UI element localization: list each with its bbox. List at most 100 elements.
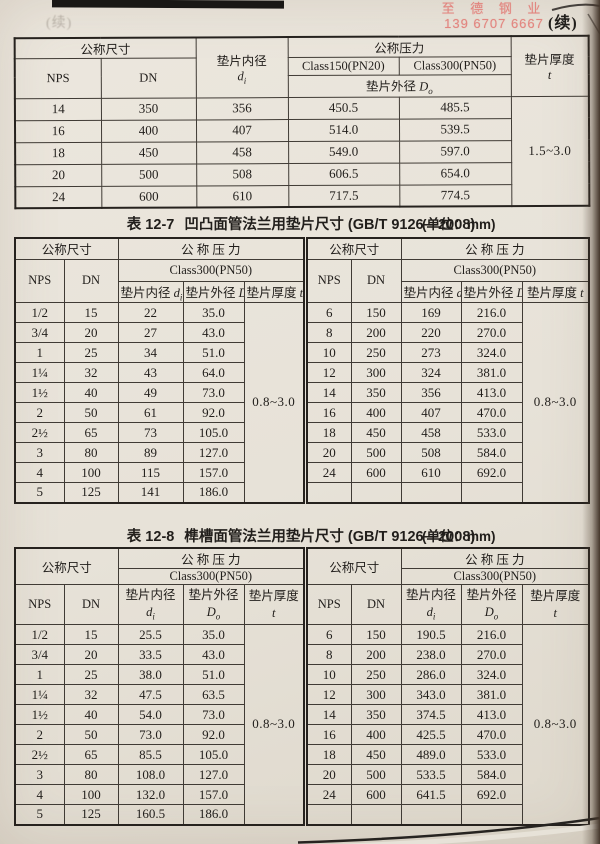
table-cell: 105.0 bbox=[182, 744, 245, 765]
page-edge-shadow bbox=[582, 0, 600, 844]
table-cell: 1 bbox=[14, 342, 65, 363]
table-cell: 157.0 bbox=[182, 462, 245, 483]
col-header-nominal-size: 公称尺寸 bbox=[14, 37, 196, 59]
table-cell: 16 bbox=[306, 724, 352, 745]
col-header-class300: Class300(PN50) bbox=[117, 258, 305, 282]
watermark-company: 至 德 钢 业 bbox=[441, 1, 547, 16]
table-cell: 533.5 bbox=[400, 764, 462, 785]
table-cell: 4 bbox=[14, 784, 65, 805]
table-row: 2 50 73.0 92.0 bbox=[14, 724, 304, 745]
col-header-class300: Class300(PN50) bbox=[400, 258, 590, 282]
table-cell: 157.0 bbox=[182, 784, 245, 805]
table-cell: 85.5 bbox=[117, 744, 184, 765]
table-cell bbox=[460, 482, 523, 503]
col-header-nps: NPS bbox=[14, 584, 65, 625]
table-body: 6 150 169 216.0 0.8~3.0 8 200 220 270.0 10 250 273 3… bbox=[306, 302, 590, 503]
table-cell: 24 bbox=[306, 462, 352, 483]
header-row: NPS DN Class300(PN50) bbox=[306, 258, 590, 303]
table-cell: 10 bbox=[306, 664, 352, 685]
table-cell: 43.0 bbox=[182, 322, 245, 343]
table-cell: 92.0 bbox=[182, 402, 245, 423]
table-row: 10 250 273 324.0 bbox=[306, 342, 589, 363]
table-cell: 286.0 bbox=[400, 664, 462, 685]
table-row: 14 350 356 450.5 485.5 1.5~3.0 bbox=[14, 95, 590, 207]
table-cell: 273 bbox=[400, 342, 462, 363]
table-cell bbox=[460, 804, 523, 825]
col-header-nps: NPS bbox=[14, 58, 101, 99]
thickness-label: 垫片厚度 bbox=[524, 53, 575, 68]
table-cell: 6 bbox=[306, 302, 352, 323]
table-cell: 27 bbox=[117, 322, 184, 343]
col-header-gasket-inner: 垫片内径 di bbox=[195, 37, 288, 98]
table-cell: 350 bbox=[350, 704, 402, 725]
table-cell: 190.5 bbox=[400, 624, 462, 645]
table-row: 16 400 407 470.0 bbox=[306, 402, 589, 423]
col-header-thickness: 垫片厚度 t bbox=[243, 584, 305, 625]
table-row: 6 150 190.5 216.0 0.8~3.0 bbox=[306, 624, 590, 825]
table-cell bbox=[306, 482, 352, 503]
table-cell: 80 bbox=[63, 442, 119, 463]
gasket-thickness-value: 0.8~3.0 bbox=[521, 302, 590, 503]
table-cell: 500 bbox=[350, 442, 402, 463]
table-cell: 186.0 bbox=[182, 482, 245, 503]
table-cell: 127.0 bbox=[182, 764, 245, 785]
table-cell: 1/2 bbox=[14, 302, 65, 323]
table-row: 16 400 407 514.0 539.5 bbox=[14, 118, 589, 143]
table-body: 6 150 190.5 216.0 0.8~3.0 8 200 238.0 270.0 10 250… bbox=[306, 624, 590, 825]
table-cell: 50 bbox=[63, 402, 119, 423]
table-cell: 32 bbox=[63, 362, 119, 383]
col-header-dn: DN bbox=[63, 584, 119, 625]
table-cell: 300 bbox=[350, 362, 402, 383]
table-row: 10 250 286.0 324.0 bbox=[306, 664, 589, 685]
table-cell: 514.0 bbox=[288, 118, 400, 142]
table-cell: 160.5 bbox=[117, 804, 184, 825]
table-cell: 407 bbox=[196, 119, 289, 142]
table-cell: 407 bbox=[400, 402, 462, 423]
table-cell: 40 bbox=[63, 704, 119, 725]
table-cell: 20 bbox=[63, 644, 119, 665]
table-cell: 63.5 bbox=[182, 684, 245, 705]
table-cell: 356 bbox=[195, 97, 289, 120]
col-header-gasket-outer: 垫片外径 Do bbox=[182, 584, 245, 625]
ghost-continued-label: (续) bbox=[46, 16, 73, 31]
table-body: 1/2 15 22 35.0 0.8~3.0 3/4 20 27 43.0 1 25 34 51.0 1¼… bbox=[14, 302, 305, 503]
table-cell: 2½ bbox=[14, 422, 65, 443]
table-cell: 610 bbox=[400, 462, 462, 483]
col-header-dn: DN bbox=[350, 584, 402, 625]
table-cell: 413.0 bbox=[460, 382, 523, 403]
table-cell: 3/4 bbox=[14, 322, 65, 343]
table-cell: 600 bbox=[350, 462, 402, 483]
header-row: 垫片内径 di 垫片外径 Do 垫片厚度 t bbox=[15, 280, 305, 303]
table-cell: 425.5 bbox=[400, 724, 462, 745]
gasket-inner-label: 垫片内径 bbox=[216, 53, 267, 68]
table-cell: 51.0 bbox=[182, 342, 245, 363]
table-cell: 458 bbox=[400, 422, 462, 443]
table-row: 1¼ 32 43 64.0 bbox=[14, 362, 304, 383]
table-cell: 450.5 bbox=[287, 96, 400, 120]
caption-unit: (单位：mm) bbox=[422, 217, 496, 232]
table-cell: 533.0 bbox=[460, 422, 523, 443]
table-cell: 400 bbox=[350, 402, 402, 423]
table-cell: 35.0 bbox=[182, 302, 245, 323]
table-cell: 774.5 bbox=[399, 184, 512, 207]
table-cell: 1¼ bbox=[14, 362, 65, 383]
table-12-8-caption: 表 12-8 榫槽面管法兰用垫片尺寸 (GB/T 9126—2008) (单位：… bbox=[14, 525, 588, 546]
table-cell: 270.0 bbox=[460, 322, 523, 343]
table-cell: 14 bbox=[306, 704, 352, 725]
table-row: 18 450 458 549.0 597.0 bbox=[15, 140, 589, 165]
table-cell: 450 bbox=[350, 744, 402, 765]
table-row: 4 100 132.0 157.0 bbox=[14, 784, 304, 805]
col-header-nps: NPS bbox=[306, 584, 352, 625]
table-cell: 127.0 bbox=[182, 442, 245, 463]
table-cell: 470.0 bbox=[460, 402, 523, 423]
table-cell: 584.0 bbox=[460, 764, 523, 785]
table-cell: 3 bbox=[14, 442, 65, 463]
table-cell: 381.0 bbox=[460, 362, 523, 383]
table-row: 12 300 324 381.0 bbox=[306, 362, 589, 383]
table-cell: 3 bbox=[14, 764, 65, 785]
caption-title: 榫槽面管法兰用垫片尺寸 (GB/T 9126—2008) bbox=[184, 529, 476, 545]
table-cell: 54.0 bbox=[117, 704, 184, 725]
caption-label: 表 12-8 bbox=[126, 529, 175, 545]
header-row: 公称尺寸 公 称 压 力 bbox=[14, 237, 305, 260]
